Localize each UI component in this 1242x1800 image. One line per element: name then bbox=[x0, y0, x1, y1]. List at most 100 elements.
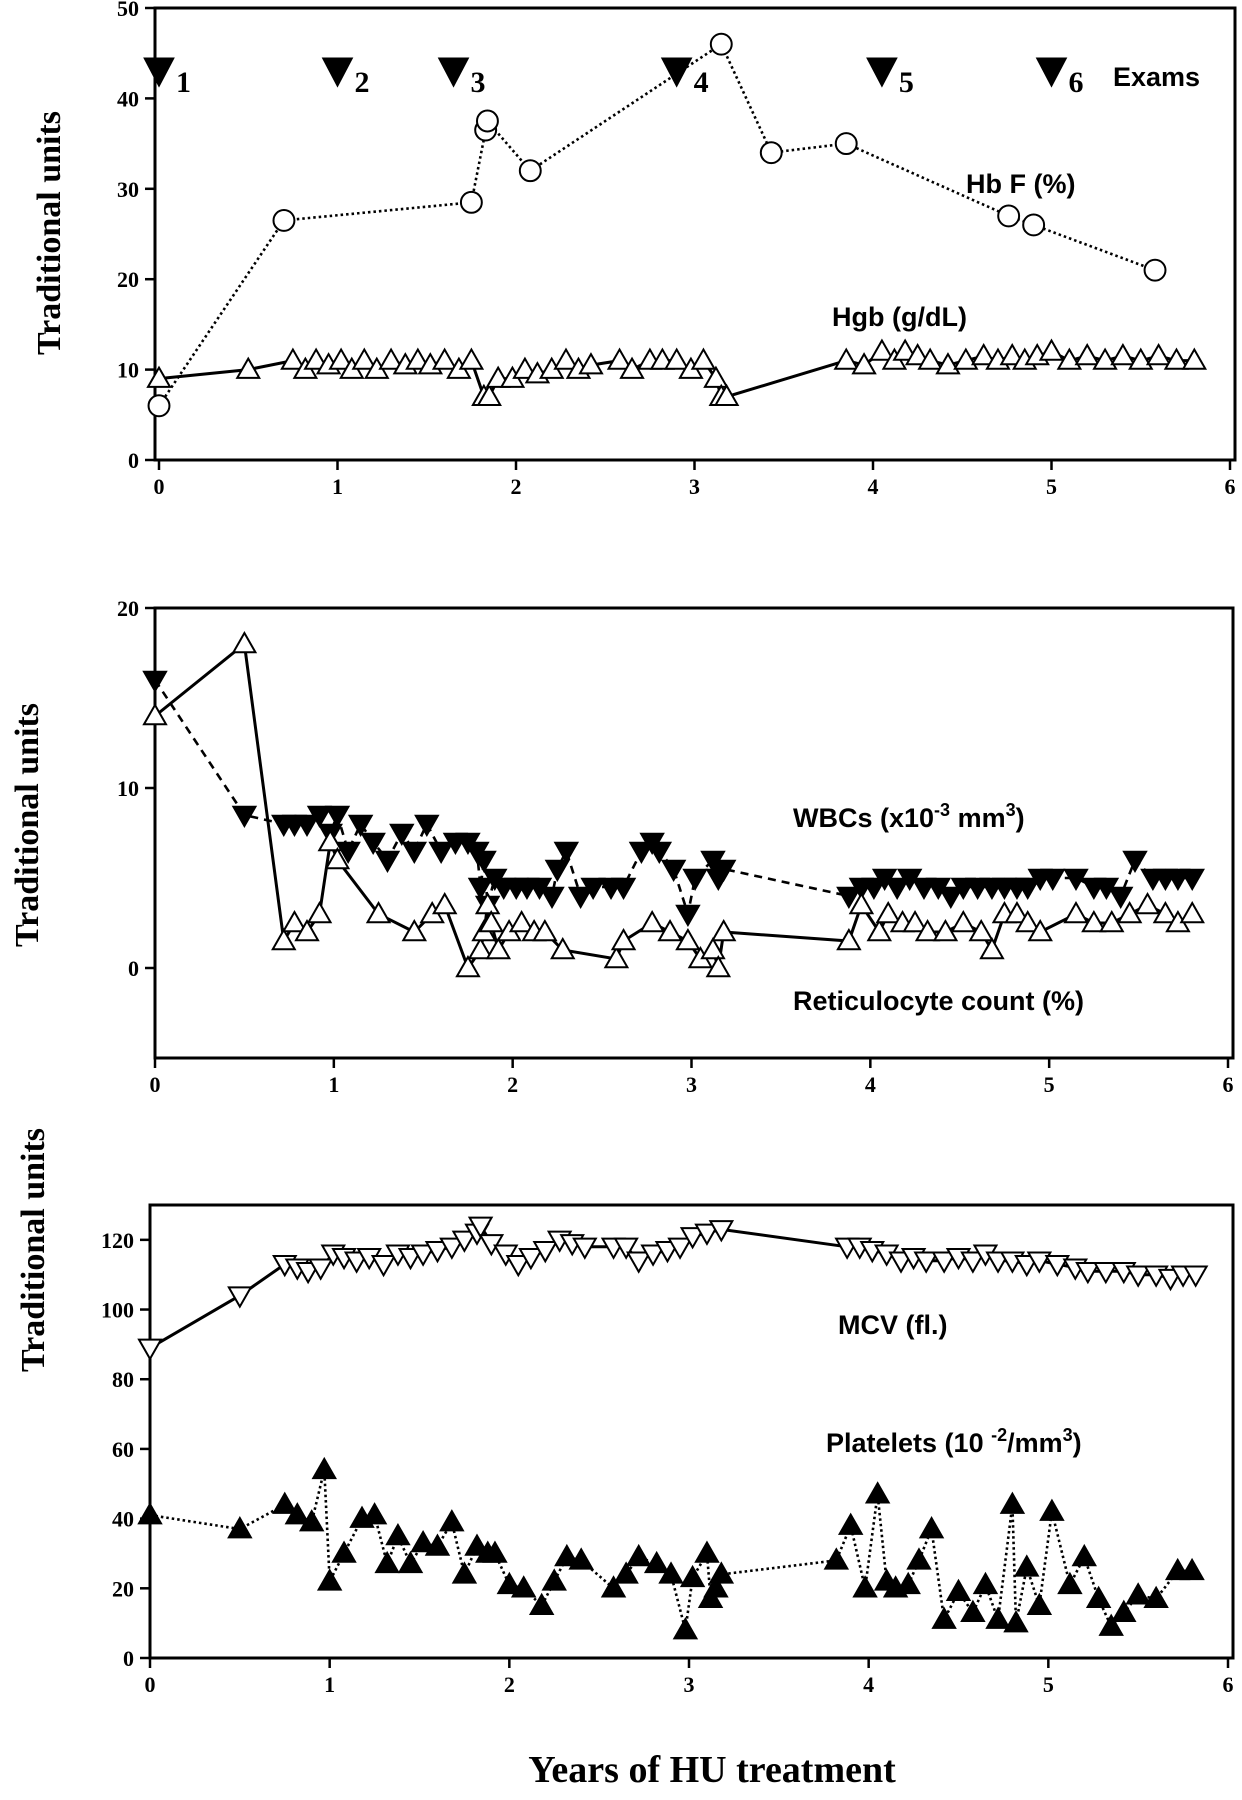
panel-2-y-axis-label: Traditional units bbox=[9, 703, 46, 947]
x-tick-label: 0 bbox=[150, 1072, 161, 1097]
data-point bbox=[672, 1617, 699, 1640]
data-point bbox=[836, 886, 862, 910]
data-point bbox=[360, 832, 386, 856]
data-point bbox=[550, 936, 576, 960]
x-tick-label: 1 bbox=[328, 1072, 339, 1097]
data-point bbox=[1122, 850, 1148, 874]
data-point bbox=[945, 1578, 972, 1602]
data-point bbox=[1163, 347, 1190, 370]
data-point bbox=[137, 1338, 163, 1361]
data-point bbox=[281, 909, 308, 933]
x-tick-label: 0 bbox=[154, 474, 165, 499]
data-point bbox=[227, 1286, 253, 1309]
data-point bbox=[703, 365, 729, 388]
data-point bbox=[834, 132, 858, 156]
data-point bbox=[1145, 343, 1172, 366]
data-point bbox=[528, 1592, 555, 1615]
data-point bbox=[294, 814, 320, 838]
data-point bbox=[625, 1543, 652, 1567]
data-point bbox=[628, 841, 655, 865]
data-point bbox=[544, 859, 571, 883]
data-point bbox=[694, 1540, 720, 1563]
data-point bbox=[508, 909, 535, 933]
x-tick-label: 6 bbox=[1223, 1672, 1234, 1697]
data-point bbox=[861, 877, 887, 901]
data-point bbox=[938, 886, 964, 910]
y-tick-label: 50 bbox=[117, 0, 139, 21]
x-tick-label: 5 bbox=[1043, 1672, 1054, 1697]
x-tick-label: 3 bbox=[689, 474, 700, 499]
x-tick-label: 6 bbox=[1225, 474, 1236, 499]
data-point bbox=[428, 841, 454, 865]
data-point bbox=[884, 877, 910, 901]
data-point bbox=[710, 859, 737, 883]
data-point bbox=[931, 1606, 957, 1629]
data-point bbox=[1128, 347, 1154, 370]
data-point bbox=[970, 343, 997, 366]
x-tick-label: 2 bbox=[507, 1072, 518, 1097]
panel-1-y-axis-label: Traditional units bbox=[31, 111, 68, 355]
data-point bbox=[972, 1571, 999, 1595]
platelet-label-exp-1: -2 bbox=[991, 1425, 1007, 1445]
data-point bbox=[1026, 1592, 1053, 1615]
data-point bbox=[374, 1550, 400, 1574]
data-point bbox=[370, 1254, 397, 1278]
exam-number: 2 bbox=[355, 66, 370, 99]
data-point bbox=[1143, 258, 1167, 282]
data-point bbox=[1098, 1613, 1124, 1636]
data-point bbox=[451, 1230, 478, 1253]
data-point bbox=[478, 909, 504, 933]
hgb-series-label: Hgb (g/dL) bbox=[832, 302, 967, 332]
data-point bbox=[709, 32, 733, 56]
data-point bbox=[306, 805, 333, 829]
data-point bbox=[606, 347, 633, 370]
x-tick-label: 5 bbox=[1046, 474, 1057, 499]
data-point bbox=[324, 805, 351, 829]
data-point bbox=[1181, 347, 1208, 370]
hbf-hgb-panel: Traditional units Exams Hb F (%) Hgb (g/… bbox=[31, 0, 1237, 499]
exam-marker bbox=[660, 57, 693, 88]
data-point bbox=[518, 159, 542, 183]
data-point bbox=[759, 141, 783, 165]
data-point bbox=[467, 1216, 494, 1239]
y-tick-label: 10 bbox=[117, 776, 139, 801]
y-tick-label: 0 bbox=[128, 956, 139, 981]
x-tick-label: 6 bbox=[1223, 1072, 1234, 1097]
wbc-label-part-1: WBCs (x10 bbox=[793, 803, 934, 833]
data-point bbox=[953, 347, 979, 370]
y-tick-label: 30 bbox=[117, 177, 139, 202]
data-point bbox=[471, 850, 497, 874]
data-point bbox=[361, 1502, 388, 1525]
data-point bbox=[1182, 1265, 1209, 1288]
data-point bbox=[679, 1564, 706, 1588]
exam-marker bbox=[321, 57, 354, 88]
data-point bbox=[1152, 900, 1179, 924]
data-point bbox=[705, 954, 732, 978]
data-point bbox=[459, 190, 483, 214]
data-point bbox=[836, 927, 862, 951]
data-point bbox=[303, 347, 329, 370]
data-point bbox=[960, 1599, 986, 1622]
data-point bbox=[351, 347, 377, 370]
data-point bbox=[1143, 1585, 1169, 1609]
data-point bbox=[378, 347, 404, 370]
platelet-series-label: Platelets (10 -2/mm3) bbox=[826, 1425, 1082, 1458]
data-point bbox=[405, 347, 431, 370]
data-point bbox=[311, 1456, 337, 1480]
data-point bbox=[660, 859, 687, 883]
platelet-label-part-3: ) bbox=[1073, 1428, 1082, 1458]
data-point bbox=[467, 936, 494, 960]
data-point bbox=[643, 1550, 670, 1574]
data-point bbox=[298, 1509, 325, 1532]
data-point bbox=[1014, 909, 1041, 933]
platelet-label-part-1: Platelets (10 bbox=[826, 1428, 991, 1458]
data-point bbox=[1179, 868, 1205, 892]
data-point bbox=[1044, 1254, 1071, 1278]
data-point bbox=[837, 1512, 864, 1535]
data-point bbox=[613, 1561, 639, 1584]
data-point bbox=[1040, 868, 1066, 892]
data-point bbox=[710, 918, 737, 942]
data-point bbox=[1075, 1261, 1101, 1285]
exam-marker bbox=[437, 57, 470, 88]
y-tick-label: 60 bbox=[112, 1437, 134, 1462]
